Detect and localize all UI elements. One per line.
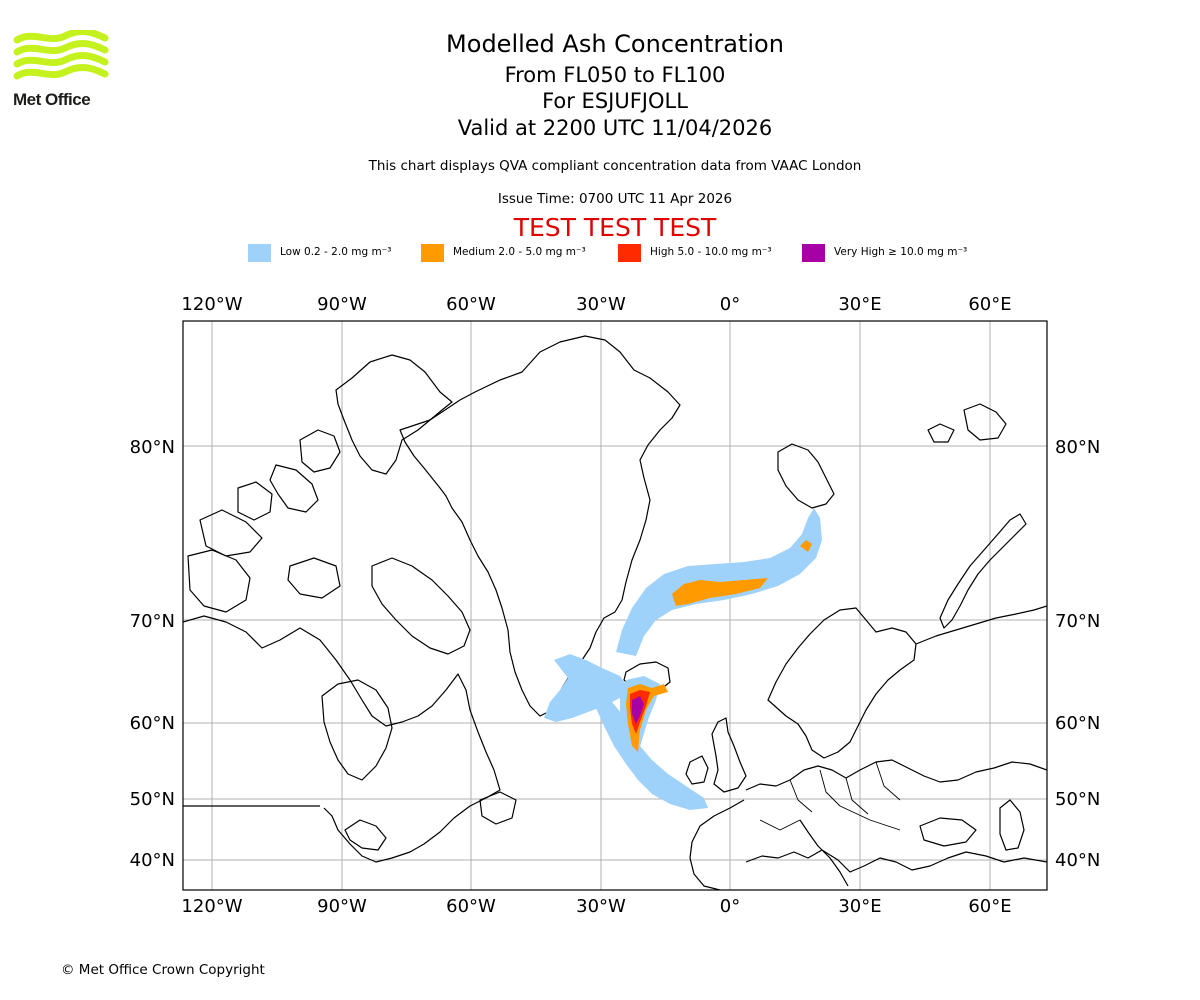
met-office-waves-icon bbox=[13, 28, 109, 80]
arctic-island-5 bbox=[287, 557, 341, 599]
lat-label-left: 70°N bbox=[130, 611, 175, 632]
ash-medium-svalbard bbox=[800, 540, 812, 552]
legend-label-high: High 5.0 - 10.0 mg m⁻³ bbox=[650, 246, 772, 258]
country-borders bbox=[759, 761, 901, 831]
arctic-island-1 bbox=[299, 429, 341, 473]
scandinavia-coast bbox=[767, 607, 917, 759]
great-lakes bbox=[344, 819, 387, 851]
lat-label-right: 50°N bbox=[1055, 789, 1100, 810]
arctic-island-2 bbox=[269, 464, 319, 513]
lat-label-left: 80°N bbox=[130, 437, 175, 458]
baffin-island bbox=[371, 557, 471, 655]
latitude-labels-right: 80°N 70°N 60°N 50°N 40°N bbox=[1055, 437, 1100, 871]
met-office-logo-text: Met Office bbox=[13, 90, 91, 109]
lon-label-top: 120°W bbox=[181, 294, 242, 315]
legend-swatch-medium bbox=[421, 244, 444, 262]
lon-label-bottom: 60°E bbox=[968, 896, 1011, 917]
lon-label-bottom: 60°W bbox=[446, 896, 496, 917]
russia-arctic-coast bbox=[915, 605, 1047, 645]
iberia-coast bbox=[689, 799, 745, 890]
arctic-island-4 bbox=[199, 509, 263, 557]
lat-label-right: 70°N bbox=[1055, 611, 1100, 632]
flight-level-range: From FL050 to FL100 bbox=[504, 63, 726, 87]
map-frame bbox=[182, 320, 1048, 891]
legend-swatch-low bbox=[248, 244, 271, 262]
hudson-bay bbox=[321, 679, 393, 781]
europe-coast bbox=[745, 759, 1047, 791]
lon-label-top: 60°W bbox=[446, 294, 496, 315]
black-sea bbox=[919, 817, 977, 847]
latitude-labels-left: 80°N 70°N 60°N 50°N 40°N bbox=[130, 437, 175, 871]
newfoundland bbox=[479, 791, 517, 825]
lon-label-bottom: 30°W bbox=[576, 896, 626, 917]
legend-label-low: Low 0.2 - 2.0 mg m⁻³ bbox=[280, 246, 392, 258]
lon-label-bottom: 30°E bbox=[838, 896, 881, 917]
legend-swatch-high bbox=[618, 244, 641, 262]
lat-label-right: 60°N bbox=[1055, 713, 1100, 734]
lon-label-top: 30°W bbox=[576, 294, 626, 315]
ash-plume bbox=[544, 508, 822, 810]
lon-label-bottom: 120°W bbox=[181, 896, 242, 917]
lat-label-left: 40°N bbox=[130, 850, 175, 871]
ash-very-high-core bbox=[632, 696, 644, 724]
lon-label-top: 30°E bbox=[838, 294, 881, 315]
legend-swatch-very-high bbox=[802, 244, 825, 262]
ash-low-west-arm bbox=[544, 654, 628, 722]
map-area bbox=[183, 321, 1047, 890]
svalbard bbox=[777, 443, 835, 509]
lon-label-bottom: 0° bbox=[720, 896, 740, 917]
legend-label-very-high: Very High ≥ 10.0 mg m⁻³ bbox=[834, 246, 968, 258]
lon-label-top: 90°W bbox=[317, 294, 367, 315]
ash-medium-north bbox=[672, 578, 768, 606]
caspian-sea bbox=[999, 799, 1025, 851]
test-banner: TEST TEST TEST bbox=[513, 213, 717, 242]
ireland-coast bbox=[685, 755, 709, 785]
lat-label-right: 40°N bbox=[1055, 850, 1100, 871]
mediterranean-coast bbox=[745, 849, 1047, 873]
lon-label-bottom: 90°W bbox=[317, 896, 367, 917]
coastlines bbox=[183, 335, 1047, 890]
italy-coast bbox=[799, 819, 849, 887]
franz-josef-land-2 bbox=[963, 403, 1007, 441]
legend-label-medium: Medium 2.0 - 5.0 mg m⁻³ bbox=[453, 246, 586, 258]
ellesmere-island bbox=[335, 354, 453, 475]
lat-label-left: 50°N bbox=[130, 789, 175, 810]
lat-label-right: 80°N bbox=[1055, 437, 1100, 458]
lat-label-left: 60°N bbox=[130, 713, 175, 734]
victoria-island bbox=[187, 549, 251, 613]
novaya-zemlya bbox=[939, 513, 1027, 629]
valid-time: Valid at 2200 UTC 11/04/2026 bbox=[457, 116, 773, 140]
volcano-name: For ESJUFJOLL bbox=[542, 89, 688, 113]
longitude-labels-top: 120°W 90°W 60°W 30°W 0° 30°E 60°E bbox=[181, 294, 1011, 315]
issue-time: Issue Time: 0700 UTC 11 Apr 2026 bbox=[497, 191, 733, 207]
copyright-notice: © Met Office Crown Copyright bbox=[61, 962, 265, 978]
arctic-island-3 bbox=[237, 481, 273, 521]
lon-label-top: 60°E bbox=[968, 294, 1011, 315]
north-america-coast bbox=[183, 615, 501, 863]
franz-josef-land bbox=[927, 423, 955, 443]
chart-title: Modelled Ash Concentration bbox=[446, 30, 784, 58]
lon-label-top: 0° bbox=[720, 294, 740, 315]
longitude-labels-bottom: 120°W 90°W 60°W 30°W 0° 30°E 60°E bbox=[181, 896, 1011, 917]
chart-subtitle: This chart displays QVA compliant concen… bbox=[368, 158, 862, 174]
met-office-logo: Met Office bbox=[13, 28, 109, 112]
uk-coast bbox=[711, 717, 747, 793]
